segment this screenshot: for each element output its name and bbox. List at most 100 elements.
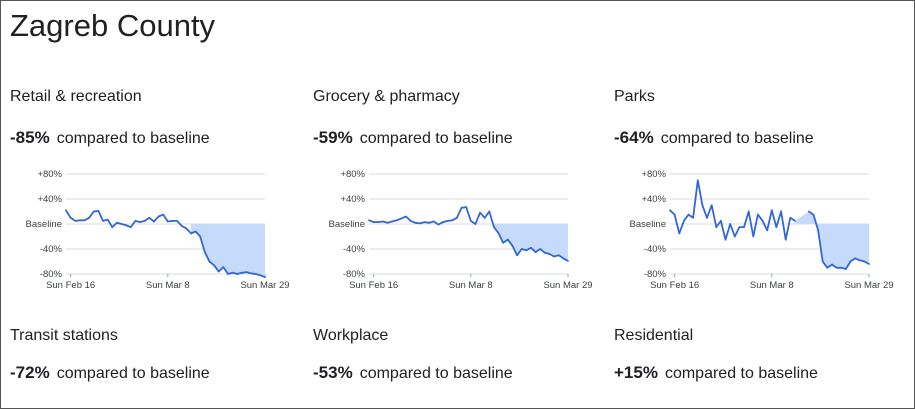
panel-transit-stations: Transit stations -72% compared to baselin… [10,327,300,407]
data-point [520,248,523,250]
data-point [199,235,202,238]
mobility-chart: +80% +40% Baseline -40% -80%Sun Feb 16 Sun Ma… [329,169,593,288]
data-point [153,220,155,223]
percent-change: -59% [313,128,353,147]
data-point [254,273,257,275]
data-point [213,264,215,267]
y-tick-label: -40% [644,244,667,255]
y-tick-label: -40% [343,244,366,255]
y-tick-label: +80% [37,169,62,180]
data-point [696,179,699,182]
percent-change: -53% [313,363,353,382]
category-title: Retail & recreation [10,88,142,105]
data-point [405,215,407,218]
data-point [465,206,468,209]
metric-line: +15% compared to baseline [614,363,818,383]
data-point [567,259,569,262]
data-point [530,246,532,249]
panel-retail-recreation: Retail & recreation -85% compared to base… [10,88,300,288]
y-tick-label: +80% [641,169,666,180]
data-point [157,215,160,218]
data-point [129,226,132,229]
data-point [770,209,773,212]
data-point [381,220,384,223]
data-point [812,213,815,216]
data-point [460,206,463,209]
data-point [761,219,764,222]
data-point [88,216,91,219]
data-point [831,263,833,266]
data-point [807,210,810,213]
data-point [682,219,685,222]
data-point [525,249,528,252]
data-point [409,219,412,222]
data-point [743,226,745,229]
data-point [835,266,838,269]
data-point [539,248,542,250]
data-point [116,221,118,224]
data-point [395,219,398,222]
data-point [148,216,151,219]
x-tick-label: Sun Feb 16 [650,280,699,288]
data-point [400,217,403,220]
category-title: Residential [614,327,694,344]
region-title: Zagreb County [10,8,216,43]
data-point [419,222,421,225]
data-point [747,210,750,213]
data-point [180,224,183,227]
data-point [451,219,454,222]
panel-grocery-pharmacy: Grocery & pharmacy -59% compared to basel… [313,88,603,288]
x-tick-label: Sun Mar 29 [240,280,289,288]
mobility-chart: +80% +40% Baseline -40% -80%Sun Feb 16 Sun Ma… [26,169,290,288]
data-point [548,253,551,255]
panel-parks: Parks -64% compared to baseline +80% +40% B… [614,88,904,288]
data-point [442,221,444,224]
metric-line: -64% compared to baseline [614,128,814,148]
data-point [821,260,824,263]
category-title: Grocery & pharmacy [313,88,460,105]
data-point [701,204,704,207]
data-point [479,211,481,214]
data-point [826,266,829,269]
panel-workplace: Workplace -53% compared to baseline [313,327,603,407]
y-tick-label: -80% [343,269,366,280]
data-point [125,224,128,227]
data-point [185,227,188,230]
data-point [858,259,861,262]
category-title: Workplace [313,327,389,344]
data-point [775,226,778,229]
panel-residential: Residential +15% compared to baseline [614,327,904,407]
data-point [250,272,253,275]
compared-text: compared to baseline [660,130,814,147]
data-point [817,229,819,232]
data-point [562,257,565,260]
data-point [757,213,759,216]
y-tick-label: Baseline [630,219,666,230]
shaded-area [794,211,869,269]
y-tick-label: -80% [40,269,63,280]
data-point [240,271,243,274]
y-tick-label: Baseline [329,219,365,230]
data-point [97,209,100,212]
data-point [553,255,556,258]
data-point [78,219,81,222]
data-point [83,219,86,222]
data-point [738,226,741,229]
data-point [733,235,736,238]
shaded-area [493,224,568,261]
data-point [493,226,495,229]
data-point [166,220,169,223]
x-tick-label: Sun Feb 16 [349,280,398,288]
data-point [231,271,234,274]
y-tick-label: +40% [37,194,62,205]
metric-line: -72% compared to baseline [10,363,210,383]
data-point [868,263,870,265]
data-point [134,219,137,222]
data-point [844,268,847,270]
data-point [502,241,505,244]
y-tick-label: -80% [644,269,667,280]
x-tick-label: Sun Mar 29 [844,280,893,288]
data-point [673,213,676,216]
data-point [497,232,500,235]
y-tick-label: +80% [340,169,365,180]
